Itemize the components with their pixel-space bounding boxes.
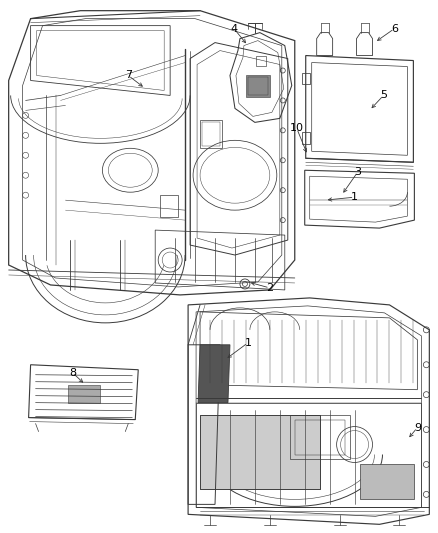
Text: 1: 1 <box>351 192 358 202</box>
Bar <box>302 72 310 84</box>
Bar <box>200 120 222 148</box>
Text: 2: 2 <box>266 283 273 293</box>
Bar <box>256 55 266 66</box>
Bar <box>202 123 220 147</box>
Bar <box>68 385 100 402</box>
Text: 5: 5 <box>380 91 387 100</box>
Bar <box>200 415 320 489</box>
Text: 1: 1 <box>244 338 251 348</box>
Bar <box>295 419 345 455</box>
Text: 6: 6 <box>391 23 398 34</box>
Text: 8: 8 <box>69 368 76 378</box>
Bar <box>200 415 320 489</box>
Text: 7: 7 <box>125 70 132 80</box>
Bar <box>246 76 270 98</box>
Text: 3: 3 <box>354 167 361 177</box>
Bar <box>360 464 414 499</box>
Text: 10: 10 <box>290 123 304 133</box>
Text: 9: 9 <box>414 423 421 433</box>
Bar <box>248 77 268 95</box>
Bar <box>160 195 178 217</box>
Bar <box>302 132 310 144</box>
Bar <box>290 415 350 459</box>
Polygon shape <box>198 345 230 402</box>
Text: 4: 4 <box>230 23 237 34</box>
